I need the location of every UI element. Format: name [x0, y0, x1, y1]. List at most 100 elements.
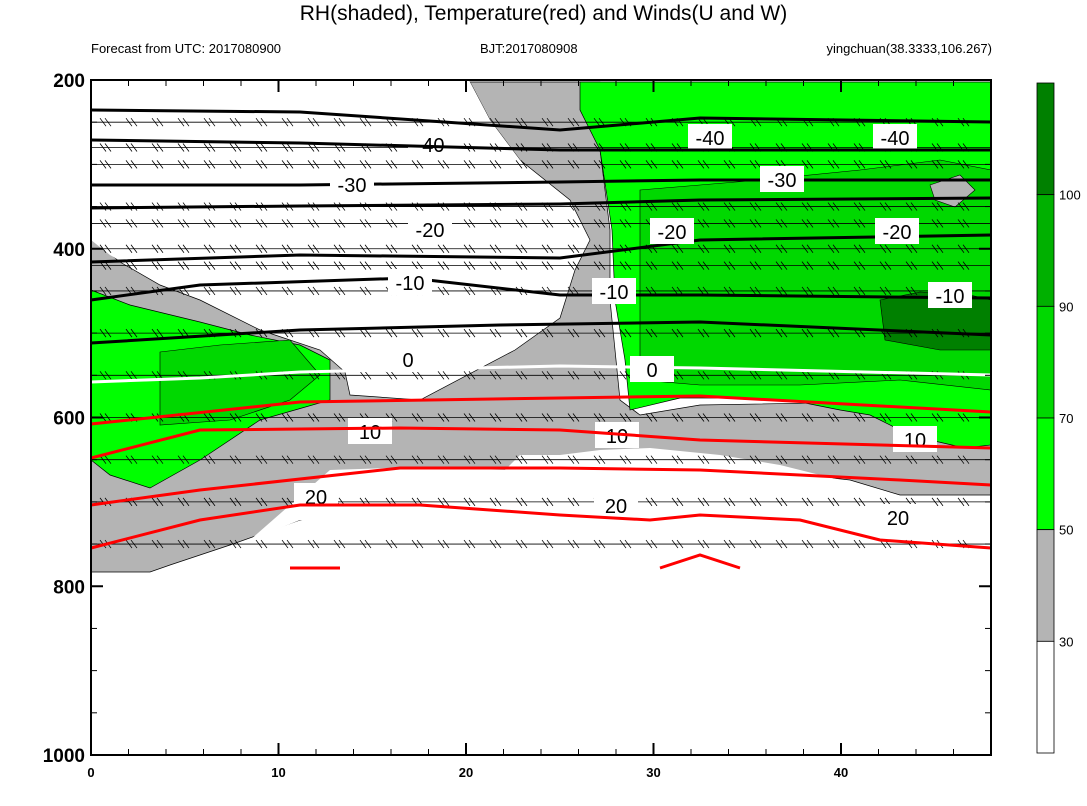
wind-barb — [177, 117, 190, 127]
temperature-contour-m40 — [90, 108, 992, 132]
wind-barb — [775, 286, 788, 296]
wind-barb — [437, 497, 450, 507]
temperature-contour-20 — [90, 503, 992, 550]
temperature-contour-m10 — [90, 320, 992, 345]
wind-barb — [827, 202, 840, 211]
contour-label-m20: -20 — [416, 220, 445, 242]
wind-barb — [125, 219, 138, 228]
wind-barb — [489, 328, 502, 338]
contour-label-box — [630, 356, 674, 382]
wind-barb — [905, 244, 918, 253]
temperature-contour-20 — [90, 466, 992, 507]
wind-barb — [385, 160, 398, 169]
wind-barb — [697, 261, 710, 270]
bjt-time-label: BJT:2017080908 — [480, 41, 578, 56]
wind-barb — [333, 160, 346, 169]
contour-label-m10: -10 — [936, 286, 965, 308]
wind-barb — [697, 497, 710, 507]
wind-barb — [203, 143, 216, 152]
wind-barb — [385, 219, 398, 228]
wind-barb — [593, 160, 606, 169]
wind-barb — [801, 160, 814, 169]
contour-label-box — [408, 131, 452, 157]
wind-barb — [515, 539, 528, 549]
wind-barb — [931, 244, 944, 253]
wind-barb — [489, 160, 502, 169]
wind-barb — [723, 328, 736, 338]
wind-barb — [671, 160, 684, 169]
wind-barb — [151, 261, 164, 270]
contour-label-box — [928, 282, 972, 308]
wind-barb — [593, 328, 606, 338]
wind-barb — [671, 328, 684, 338]
wind-barb — [515, 244, 528, 253]
wind-barb — [229, 413, 242, 422]
temperature-contour-m20 — [90, 233, 992, 264]
forecast-time-label: Forecast from UTC: 2017080900 — [91, 41, 282, 56]
wind-barb — [411, 261, 424, 270]
wind-barb — [177, 160, 190, 169]
wind-barb — [593, 455, 606, 464]
wind-barb — [723, 202, 736, 211]
wind-barb — [99, 455, 112, 464]
wind-barb — [229, 117, 242, 127]
contour-label-0: 0 — [402, 350, 413, 372]
contour-label-m30: -30 — [768, 170, 797, 192]
wind-barb — [775, 328, 788, 338]
wind-barb — [203, 219, 216, 228]
wind-barb — [645, 328, 658, 338]
x-tick-label: 20 — [459, 765, 473, 780]
wind-barb — [125, 371, 138, 380]
wind-barb — [801, 202, 814, 211]
wind-barb — [567, 261, 580, 270]
wind-barb — [125, 261, 138, 270]
wind-barb — [203, 117, 216, 127]
wind-barb — [931, 219, 944, 228]
wind-barb — [697, 160, 710, 169]
wind-barb — [281, 261, 294, 270]
wind-barb — [723, 497, 736, 507]
wind-barb — [411, 413, 424, 422]
wind-barb — [749, 539, 762, 549]
wind-barb — [775, 371, 788, 380]
wind-barb — [593, 539, 606, 549]
colorbar-label: 70 — [1059, 411, 1073, 426]
wind-barb — [567, 160, 580, 169]
wind-barb — [593, 261, 606, 270]
wind-barb — [931, 413, 944, 422]
wind-barb — [177, 244, 190, 253]
wind-barb — [775, 261, 788, 270]
contour-label-box — [408, 216, 452, 242]
wind-barb — [645, 455, 658, 464]
wind-barb — [437, 413, 450, 422]
temperature-contour-m10 — [90, 276, 992, 302]
wind-barb — [255, 261, 268, 270]
colorbar-box — [1036, 82, 1055, 196]
wind-barb — [359, 539, 372, 549]
wind-barb — [775, 497, 788, 507]
wind-barb — [827, 497, 840, 507]
wind-barb — [515, 117, 528, 127]
wind-barb — [879, 455, 892, 464]
wind-barb — [541, 160, 554, 169]
station-label: yingchuan(38.3333,106.267) — [826, 41, 992, 56]
wind-barb — [645, 497, 658, 507]
wind-barb — [255, 413, 268, 422]
wind-barb — [151, 143, 164, 152]
x-tick-label: 0 — [87, 765, 94, 780]
wind-barb — [775, 539, 788, 549]
wind-barb — [671, 244, 684, 253]
wind-barb — [437, 286, 450, 296]
wind-barb — [99, 328, 112, 338]
wind-barb — [359, 219, 372, 228]
colorbar-box — [1036, 305, 1055, 419]
wind-barb — [255, 117, 268, 127]
wind-barb — [99, 143, 112, 152]
wind-barb — [749, 244, 762, 253]
wind-barb — [255, 539, 268, 549]
wind-barb — [957, 219, 970, 228]
wind-barb — [827, 244, 840, 253]
wind-barb — [801, 413, 814, 422]
wind-barb — [749, 455, 762, 464]
wind-barb — [853, 286, 866, 296]
